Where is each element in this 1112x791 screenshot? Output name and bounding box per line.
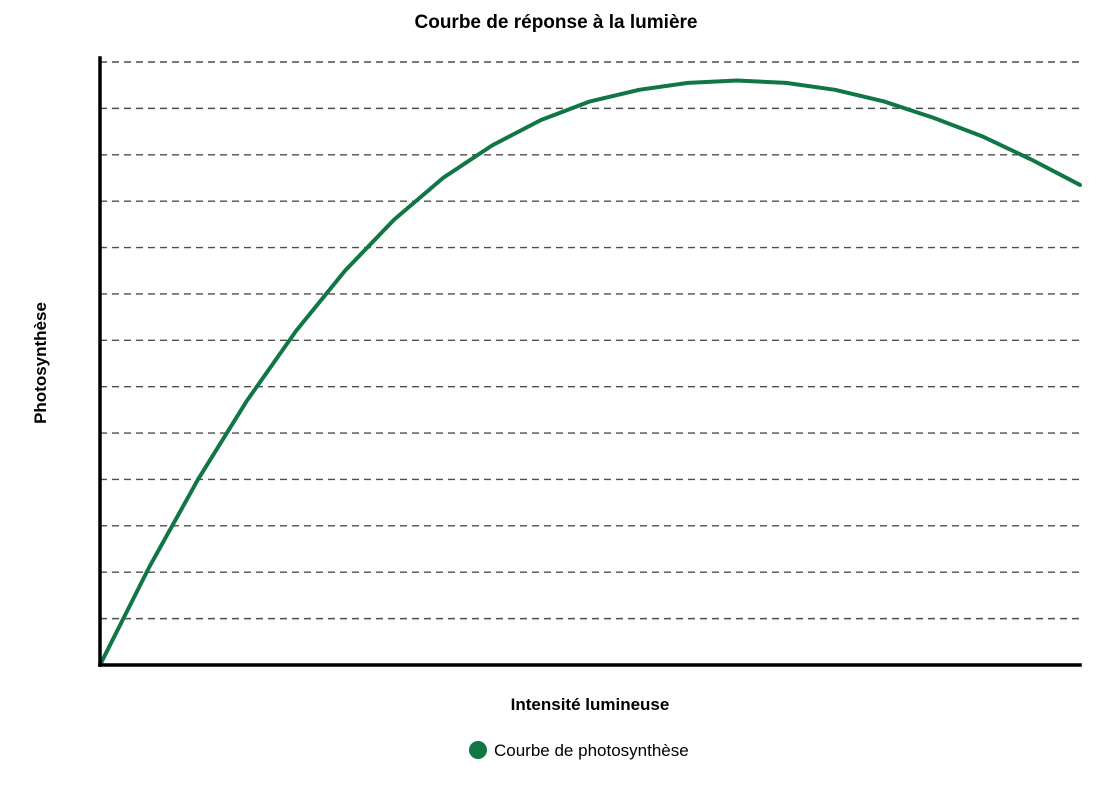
legend-label: Courbe de photosynthèse xyxy=(494,741,689,760)
x-axis-label: Intensité lumineuse xyxy=(511,695,670,714)
chart-container: Courbe de réponse à la lumière Intensité … xyxy=(0,0,1112,791)
y-axis-label: Photosynthèse xyxy=(31,302,50,424)
legend-marker-icon xyxy=(469,741,487,759)
light-response-chart: Courbe de réponse à la lumière Intensité … xyxy=(0,0,1112,791)
chart-title: Courbe de réponse à la lumière xyxy=(415,12,698,33)
